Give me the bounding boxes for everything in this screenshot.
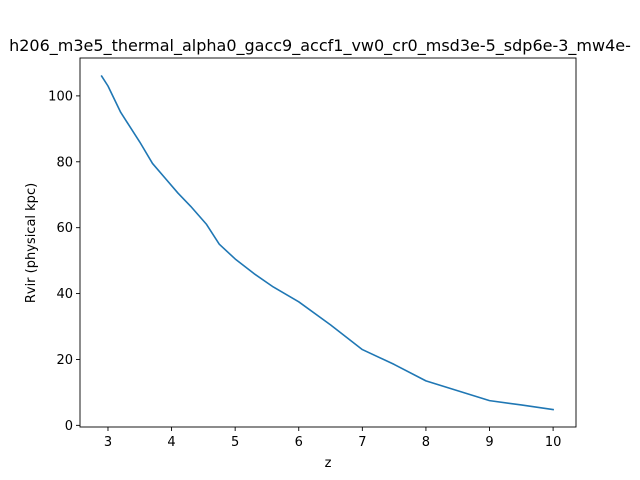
x-tick-label: 4 [167,435,175,450]
x-tick-label: 9 [485,435,493,450]
y-tick-label: 40 [56,287,73,302]
y-tick-label: 100 [48,89,73,104]
x-tick-label: 8 [422,435,430,450]
x-axis-label: z [325,456,332,471]
x-tick-label: 3 [104,435,112,450]
y-tick-label: 60 [56,221,73,236]
x-tick-label: 6 [295,435,303,450]
x-tick-label: 7 [358,435,366,450]
y-tick-label: 0 [65,419,73,434]
chart-title: h206_m3e5_thermal_alpha0_gacc9_accf1_vw0… [9,36,631,55]
plot-frame [79,57,577,428]
y-axis-label: Rvir (physical kpc) [24,183,39,303]
y-tick-label: 80 [56,155,73,170]
y-tick-label: 20 [56,353,73,368]
series-line-0 [100,75,555,411]
x-tick-label: 10 [545,435,562,450]
x-tick-label: 5 [231,435,239,450]
